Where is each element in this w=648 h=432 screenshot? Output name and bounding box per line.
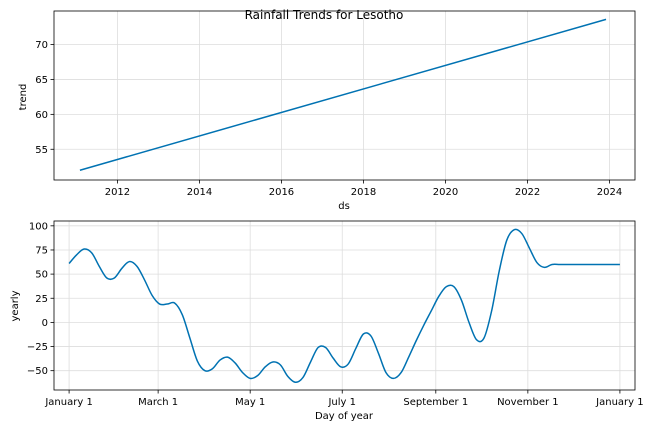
trend-x-axis-label: ds — [338, 201, 350, 212]
yearly-y-tick-label: −25 — [27, 342, 48, 353]
trend-grid — [54, 11, 635, 180]
trend-y-tick-label: 65 — [35, 75, 48, 86]
yearly-y-tick-label: 100 — [29, 221, 48, 232]
yearly-x-tick-label: January 1 — [595, 397, 643, 408]
trend-y-tick-label: 70 — [35, 40, 48, 51]
yearly-grid — [54, 221, 635, 390]
yearly-y-tick-label: 50 — [35, 270, 48, 281]
trend-x-tick-label: 2024 — [597, 187, 622, 198]
trend-panel: 2012 2014 2016 2018 2020 2022 2024 55 60 65 70 Rai… — [18, 8, 636, 212]
trend-x-tick-label: 2020 — [433, 187, 458, 198]
chart-title: Rainfall Trends for Lesotho — [245, 8, 404, 22]
yearly-y-axis-label: yearly — [10, 290, 21, 321]
trend-x-tick-label: 2012 — [105, 187, 130, 198]
yearly-y-tick-label: 0 — [42, 318, 48, 329]
trend-y-tick-label: 60 — [35, 110, 48, 121]
trend-x-tick-label: 2014 — [187, 187, 212, 198]
yearly-ticks: January 1 March 1 May 1 July 1 September 1 No… — [27, 221, 644, 408]
yearly-line — [68, 228, 620, 384]
yearly-y-tick-label: 25 — [35, 294, 48, 305]
yearly-plot-frame — [53, 220, 636, 391]
yearly-y-tick-label: −50 — [27, 366, 48, 377]
yearly-x-tick-label: November 1 — [497, 397, 559, 408]
yearly-x-tick-label: May 1 — [235, 397, 265, 408]
yearly-x-tick-label: January 1 — [44, 397, 92, 408]
trend-x-tick-label: 2022 — [515, 187, 540, 198]
yearly-x-tick-label: September 1 — [403, 397, 468, 408]
trend-line — [79, 18, 607, 171]
trend-x-tick-label: 2018 — [351, 187, 376, 198]
yearly-x-axis-label: Day of year — [315, 411, 374, 422]
trend-y-tick-label: 55 — [35, 145, 48, 156]
yearly-y-tick-label: 75 — [35, 245, 48, 256]
trend-x-tick-label: 2016 — [269, 187, 294, 198]
trend-ticks: 2012 2014 2016 2018 2020 2022 2024 55 60 65 70 — [35, 40, 622, 198]
yearly-panel: January 1 March 1 May 1 July 1 September 1 No… — [10, 220, 644, 422]
yearly-x-tick-label: July 1 — [327, 397, 356, 408]
trend-y-axis-label: trend — [18, 84, 29, 111]
yearly-x-tick-label: March 1 — [138, 397, 178, 408]
trend-plot-frame — [53, 10, 636, 181]
